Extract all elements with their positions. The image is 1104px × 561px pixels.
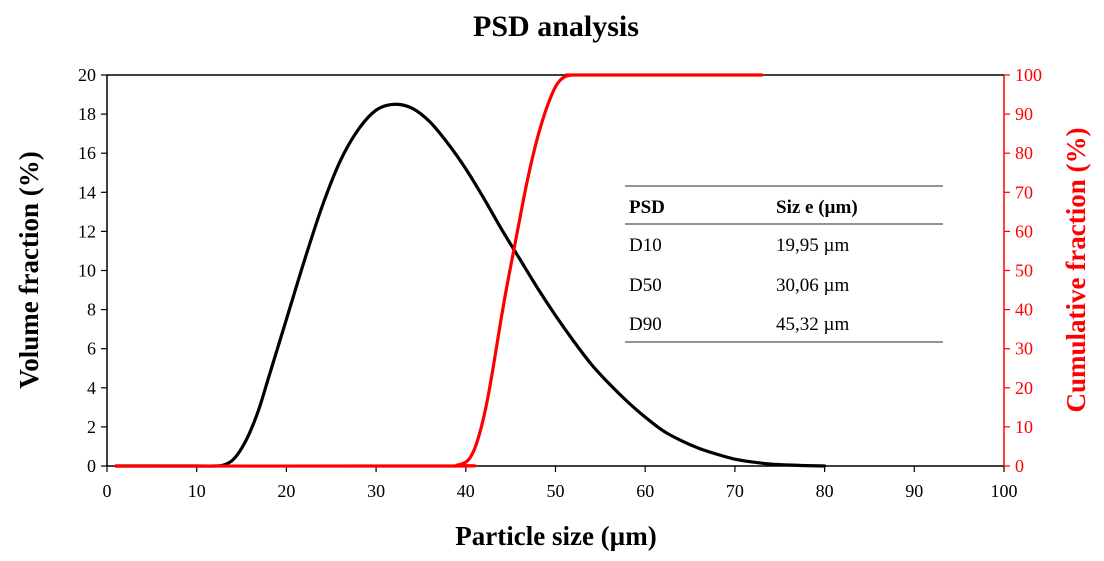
table-header-size: Siz e (µm)	[776, 197, 858, 218]
y-right-tick-label: 90	[1015, 104, 1033, 124]
x-tick-label: 30	[367, 481, 385, 501]
y-left-tick-label: 20	[78, 65, 96, 85]
y-right-axis-label: Cumulative fraction (%)	[1061, 128, 1091, 413]
cumulative-fraction-line	[114, 73, 764, 468]
table-row-d50-value: 30,06 µm	[776, 275, 849, 296]
x-tick-label: 50	[547, 481, 565, 501]
y-right-tick-label: 0	[1015, 456, 1024, 476]
plot-area: 0 10 20 30 40 50 60 70 80 90 100 0 2 4 6 8 10 12 14 16 18 20 0…	[78, 65, 1042, 501]
y-left-tick-label: 10	[78, 261, 96, 281]
x-tick-label: 10	[188, 481, 206, 501]
table-row-d90-value: 45,32 µm	[776, 314, 849, 335]
psd-table: PSD Siz e (µm) D10 19,95 µm D50 30,06 µm…	[625, 185, 943, 343]
table-row-d50-label: D50	[629, 275, 662, 296]
x-tick-label: 60	[636, 481, 654, 501]
x-tick-label: 100	[991, 481, 1018, 501]
y-left-tick-label: 0	[87, 456, 96, 476]
y-left-tick-label: 14	[78, 182, 96, 202]
x-tick-label: 0	[103, 481, 112, 501]
y-right-tick-label: 70	[1015, 182, 1033, 202]
y-right-tick-label: 60	[1015, 221, 1033, 241]
x-axis-label: Particle size (µm)	[455, 521, 656, 551]
chart-title: PSD analysis	[473, 10, 639, 43]
y-right-tick-label: 80	[1015, 143, 1033, 163]
table-row-d10-label: D10	[629, 235, 662, 256]
table-row-d90-label: D90	[629, 314, 662, 335]
y-right-tick-label: 20	[1015, 378, 1033, 398]
y-left-tick-label: 16	[78, 143, 96, 163]
y-left-tick-label: 8	[87, 300, 96, 320]
y-right-tick-label: 50	[1015, 261, 1033, 281]
x-tick-label: 80	[816, 481, 834, 501]
x-tick-label: 40	[457, 481, 475, 501]
y-right-tick-label: 10	[1015, 417, 1033, 437]
x-tick-label: 70	[726, 481, 744, 501]
y-right-tick-label: 40	[1015, 300, 1033, 320]
y-left-axis-label: Volume fraction (%)	[14, 151, 44, 388]
table-header-psd: PSD	[629, 197, 665, 218]
y-right-tick-label: 30	[1015, 339, 1033, 359]
y-left-tick-label: 18	[78, 104, 96, 124]
y-left-tick-label: 6	[87, 339, 96, 359]
y-left-tick-label: 4	[87, 378, 96, 398]
volume-fraction-line	[114, 102, 827, 468]
y-left-tick-label: 2	[87, 417, 96, 437]
x-tick-label: 20	[277, 481, 295, 501]
table-row-d10-value: 19,95 µm	[776, 235, 849, 256]
y-right-tick-label: 100	[1015, 65, 1042, 85]
x-tick-label: 90	[905, 481, 923, 501]
y-left-tick-label: 12	[78, 221, 96, 241]
